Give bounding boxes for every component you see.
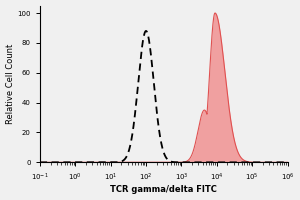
X-axis label: TCR gamma/delta FITC: TCR gamma/delta FITC xyxy=(110,185,217,194)
Y-axis label: Relative Cell Count: Relative Cell Count xyxy=(6,44,15,124)
